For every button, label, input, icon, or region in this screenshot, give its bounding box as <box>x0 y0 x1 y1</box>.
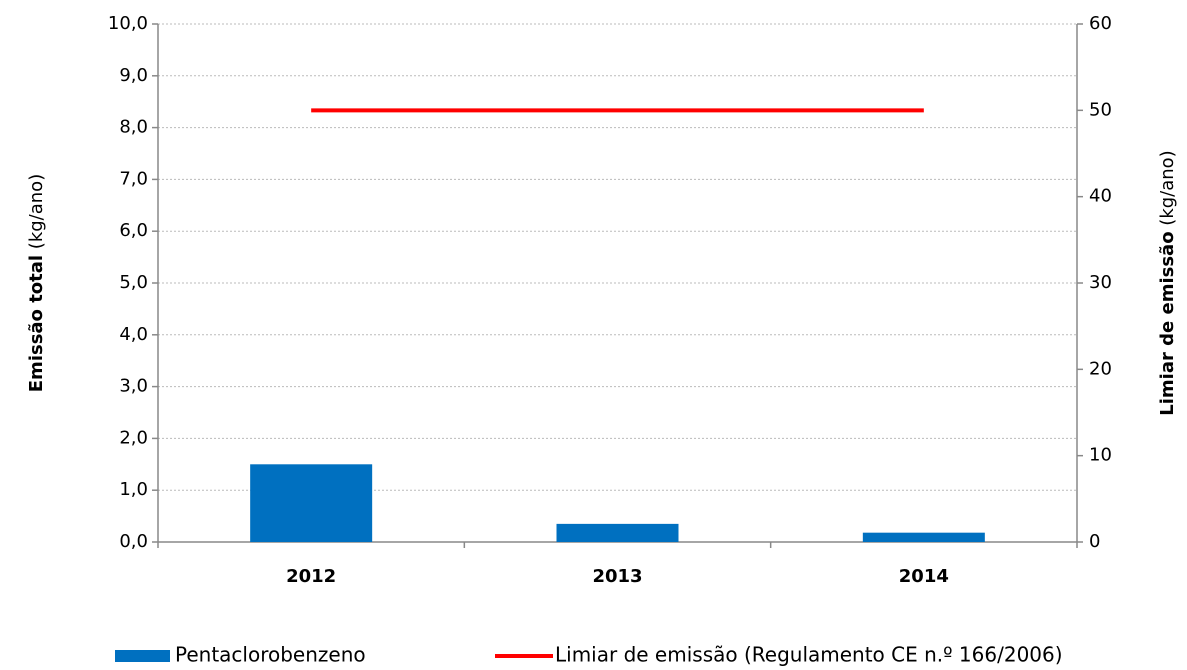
y-tick-label: 4,0 <box>119 324 148 345</box>
legend-label: Pentaclorobenzeno <box>175 643 366 667</box>
y-axis-title-main: Emissão total <box>26 255 47 392</box>
y-tick-label: 5,0 <box>119 272 148 293</box>
y2-tick-label: 10 <box>1089 445 1112 466</box>
x-tick-label: 2013 <box>592 566 642 587</box>
y-tick-label: 7,0 <box>119 168 148 189</box>
y2-tick-label: 50 <box>1089 99 1112 120</box>
bar <box>250 464 373 542</box>
y-tick-label: 8,0 <box>119 117 148 138</box>
y-tick-label: 2,0 <box>119 427 148 448</box>
y-tick-label: 6,0 <box>119 220 148 241</box>
bar <box>556 523 679 542</box>
y2-axis-title: Limiar de emissão (kg/ano) <box>1157 150 1178 415</box>
y-axis-title: Emissão total (kg/ano) <box>26 174 47 392</box>
y-tick-label: 10,0 <box>108 13 148 34</box>
y2-axis-title-main: Limiar de emissão <box>1157 231 1178 415</box>
y-axis-title-unit: (kg/ano) <box>26 174 47 249</box>
legend-label: Limiar de emissão (Regulamento CE n.º 16… <box>555 643 1063 667</box>
x-tick-label: 2014 <box>899 566 949 587</box>
y-tick-label: 1,0 <box>119 479 148 500</box>
x-tick-label: 2012 <box>286 566 336 587</box>
y2-tick-label: 60 <box>1089 13 1112 34</box>
y2-axis-title-unit: (kg/ano) <box>1157 150 1178 225</box>
y2-tick-label: 40 <box>1089 186 1112 207</box>
y2-tick-label: 20 <box>1089 358 1112 379</box>
legend-swatch <box>115 650 170 662</box>
y-tick-label: 3,0 <box>119 376 148 397</box>
y2-tick-label: 0 <box>1089 531 1100 552</box>
y2-tick-label: 30 <box>1089 272 1112 293</box>
y-tick-label: 0,0 <box>119 531 148 552</box>
y-tick-label: 9,0 <box>119 65 148 86</box>
bar <box>862 532 985 542</box>
